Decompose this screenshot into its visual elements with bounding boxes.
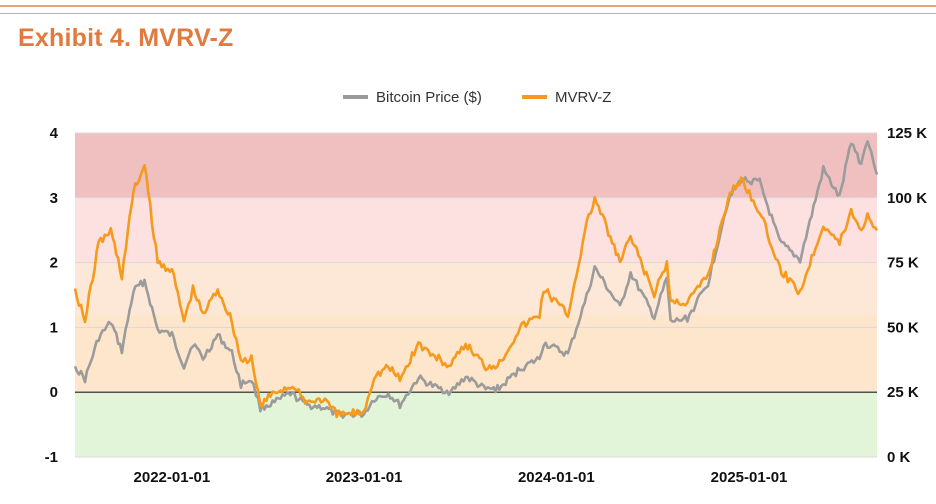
y-left-tick-label: 1 <box>50 319 58 336</box>
y-left-tick-label: 2 <box>50 255 58 272</box>
zone-band-2 <box>75 262 877 315</box>
y-left-tick-label: -1 <box>45 449 58 466</box>
page-title: Exhibit 4. MVRV-Z <box>18 24 234 52</box>
header-rule-bottom <box>0 13 936 14</box>
y-right-tick-label: 25 K <box>887 384 919 401</box>
series-line-bitcoin-price <box>73 140 879 419</box>
x-tick-label: 2023-01-01 <box>326 469 403 486</box>
legend-label-mvrv-z: MVRV-Z <box>555 89 611 106</box>
zone-band-1 <box>75 197 877 263</box>
x-tick-label: 2025-01-01 <box>711 469 788 486</box>
zone-band-0 <box>75 133 877 198</box>
y-right-tick-label: 75 K <box>887 255 919 272</box>
y-left-tick-label: 0 <box>50 384 58 401</box>
header-rule-top <box>0 5 936 7</box>
y-right-tick-label: 125 K <box>887 125 927 142</box>
legend-label-bitcoin-price: Bitcoin Price ($) <box>376 89 482 106</box>
zone-band-3 <box>75 314 877 393</box>
y-left-tick-label: 4 <box>50 125 59 142</box>
series-line-mvrv-z <box>73 163 879 419</box>
y-left-tick-label: 3 <box>50 190 58 207</box>
zone-band-4 <box>75 392 877 457</box>
y-right-tick-label: 0 K <box>887 449 911 466</box>
y-right-tick-label: 100 K <box>887 190 927 207</box>
x-tick-label: 2022-01-01 <box>134 469 211 486</box>
x-tick-label: 2024-01-01 <box>518 469 595 486</box>
y-right-tick-label: 50 K <box>887 319 919 336</box>
